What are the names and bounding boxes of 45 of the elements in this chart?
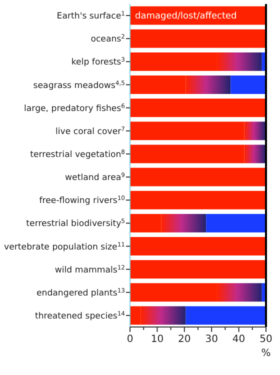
- bar: [130, 283, 218, 302]
- y-tick-label: kelp forests$^{3}$: [71, 56, 126, 68]
- bar: [206, 214, 266, 232]
- bar: [217, 283, 262, 302]
- x-tick-label: 20: [178, 334, 191, 345]
- x-tick-label: 10: [150, 334, 164, 345]
- bar: [130, 52, 218, 71]
- y-tick-label: wetland area$^{9}$: [65, 172, 126, 184]
- bar: [186, 76, 231, 94]
- bar: [130, 122, 244, 140]
- x-tick-label: 40: [232, 334, 246, 345]
- bar: [130, 260, 266, 279]
- y-tick-label: terrestrial vegetation$^{8}$: [30, 148, 126, 160]
- bar: [244, 144, 266, 164]
- y-tick-label: threatened species$^{14}$: [34, 310, 126, 322]
- bar: [186, 306, 266, 325]
- bar: [130, 98, 266, 118]
- bar: [130, 168, 266, 186]
- bar: [130, 29, 266, 48]
- series-label: damaged/lost/affected: [135, 12, 237, 22]
- y-tick-label: free-flowing rivers$^{10}$: [39, 194, 126, 206]
- y-tick-label: large, predatory fishes$^{6}$: [24, 102, 126, 114]
- bar: [130, 214, 162, 232]
- bar: [140, 306, 186, 325]
- bar: [130, 76, 186, 94]
- bar: [161, 214, 206, 232]
- y-tick-label: oceans$^{2}$: [90, 33, 126, 45]
- bar: [230, 76, 266, 94]
- x-tick-label: 30: [205, 334, 218, 345]
- bar: [217, 52, 262, 71]
- bar: [130, 190, 266, 210]
- y-tick-label: seagrass meadows$^{4,5}$: [33, 79, 126, 91]
- y-tick-label: vertebrate population size$^{11}$: [4, 240, 126, 252]
- bar: [130, 144, 244, 164]
- bar: [130, 306, 141, 325]
- bar: [244, 122, 266, 140]
- x-tick-label: 50: [260, 334, 272, 345]
- y-tick-label: live coral cover$^{7}$: [56, 125, 126, 137]
- x-tick-label: 0: [126, 334, 134, 345]
- bar: [130, 237, 266, 256]
- y-tick-label: endangered plants$^{13}$: [36, 286, 126, 298]
- x-axis-title: %: [261, 348, 271, 359]
- y-tick-label: wild mammals$^{12}$: [54, 264, 126, 276]
- y-tick-label: terrestrial biodiversity$^{5}$: [26, 218, 126, 230]
- y-tick-label: Earth's surface$^{1}$: [56, 10, 126, 22]
